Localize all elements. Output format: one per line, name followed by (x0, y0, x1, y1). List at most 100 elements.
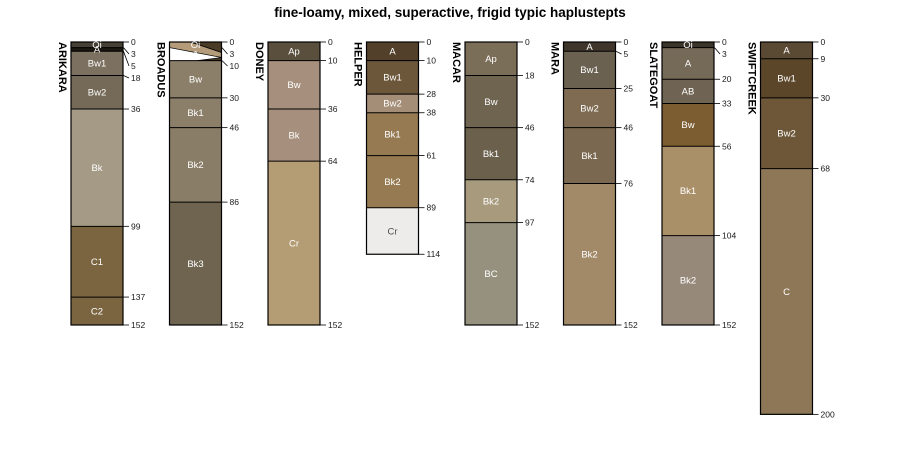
horizon-rect (169, 60, 222, 98)
horizon-rect (662, 42, 714, 48)
depth-tick-line (221, 60, 228, 67)
horizon-label: Bw (189, 75, 202, 86)
horizon-label: Bk1 (384, 129, 400, 140)
depth-tick-label: 74 (525, 175, 535, 185)
horizon-label: A (94, 45, 101, 56)
horizon-rect (760, 97, 813, 169)
depth-tick-label: 0 (722, 37, 727, 47)
horizon-label: Bw (681, 120, 694, 131)
horizon-rect (662, 235, 714, 325)
depth-tick-label: 10 (230, 61, 240, 71)
horizon-rect (169, 97, 222, 128)
horizon-rect (465, 75, 517, 128)
depth-tick-label: 56 (722, 141, 732, 151)
horizon-rect (563, 127, 616, 184)
horizon-rect (71, 75, 123, 110)
horizon-rect (366, 207, 419, 255)
depth-tick-label: 152 (131, 320, 145, 330)
profile-outline (464, 41, 518, 326)
profile-macar: Ap Bw Bk1 Bk2 BC 0 18 46 74 97 152 MACAR (450, 37, 539, 330)
horizon-label: Bw1 (88, 59, 106, 70)
horizon-label: A (192, 49, 199, 60)
horizon-rect (662, 79, 714, 104)
horizon-rect (71, 109, 123, 227)
horizon-rect (760, 42, 813, 59)
horizon-label: Bk3 (187, 259, 203, 270)
horizon-rect (760, 58, 813, 98)
depth-tick-line (123, 75, 130, 79)
depth-tick-label: 0 (427, 37, 432, 47)
profile-outline (365, 41, 420, 255)
depth-tick-label: 86 (230, 197, 240, 207)
depth-tick-label: 25 (624, 84, 634, 94)
horizon-label: Bw1 (777, 74, 795, 85)
profile-helper: A Bw1 Bw2 Bk1 Bk2 Cr 0 10 28 38 61 89 114 HELPER (352, 37, 441, 259)
horizon-label: Bw1 (383, 73, 401, 84)
depth-tick-label: 0 (821, 37, 826, 47)
depth-tick-label: 33 (722, 98, 732, 108)
horizon-label: C1 (91, 257, 103, 268)
profile-slategoat: Oi A AB Bw Bk1 Bk2 0 3 20 33 56 104 152 SLATEGOAT (647, 37, 736, 330)
horizon-label: Bk2 (384, 177, 400, 188)
horizon-label: AB (682, 87, 695, 98)
depth-tick-label: 10 (427, 56, 437, 66)
profile-outline (562, 41, 617, 326)
depth-tick-label: 0 (328, 37, 333, 47)
horizon-label: Cr (289, 238, 299, 249)
depth-tick-line (123, 47, 130, 55)
depth-tick-label: 0 (525, 37, 530, 47)
depth-tick-label: 76 (624, 178, 634, 188)
horizon-rect (366, 60, 419, 95)
horizon-label: Bk2 (483, 196, 499, 207)
horizon-label: Oi (92, 40, 102, 51)
depth-tick-label: 64 (328, 156, 338, 166)
depth-tick-label: 61 (427, 151, 437, 161)
depth-tick-label: 46 (525, 123, 535, 133)
horizon-rect (366, 42, 419, 61)
horizon-rect (71, 51, 123, 76)
profile-outline (267, 41, 321, 326)
horizon-rect (563, 88, 616, 128)
horizon-label: Bw2 (580, 103, 598, 114)
depth-tick-label: 28 (427, 89, 437, 99)
horizon-label: Cr (387, 226, 397, 237)
depth-tick-label: 18 (131, 73, 141, 83)
depth-tick-label: 0 (131, 37, 136, 47)
horizon-rect (465, 127, 517, 180)
profile-name-label: SWIFTCREEK (746, 42, 758, 115)
horizon-label: Bw (287, 80, 300, 91)
depth-tick-line (123, 51, 130, 67)
depth-tick-label: 38 (427, 108, 437, 118)
horizon-rect (71, 47, 123, 52)
horizon-label: Oi (683, 40, 693, 51)
depth-tick-label: 152 (624, 320, 638, 330)
profile-name-label: MACAR (450, 42, 462, 83)
depth-tick-label: 5 (131, 61, 136, 71)
horizon-label: A (389, 47, 396, 58)
depth-tick-label: 152 (328, 320, 342, 330)
horizon-rect (563, 51, 616, 89)
profile-outline (70, 41, 124, 326)
horizon-rect (268, 42, 320, 61)
depth-tick-label: 46 (624, 123, 634, 133)
horizon-label: Ap (288, 47, 300, 58)
depth-tick-line (615, 50, 622, 55)
depth-tick-label: 36 (328, 104, 338, 114)
horizon-label: Bw2 (383, 99, 401, 110)
profile-swiftcreek: A Bw1 Bw2 C 0 9 30 68 200 SWIFTCREEK (746, 37, 835, 419)
depth-tick-label: 5 (624, 49, 629, 59)
depth-tick-label: 104 (722, 231, 736, 241)
profile-broadus: OiA Bw Bk1 Bk2 Bk3 0 3 10 30 46 86 152 BROADUS (155, 37, 244, 330)
horizon-label: Bk1 (581, 151, 597, 162)
horizon-label: Bw (484, 97, 497, 108)
profile-outline (661, 41, 715, 326)
depth-tick-label: 3 (230, 49, 235, 59)
depth-tick-label: 10 (328, 56, 338, 66)
horizon-label: Bk1 (483, 149, 499, 160)
profile-outline (759, 41, 814, 415)
horizon-label: Bk1 (187, 108, 203, 119)
depth-tick-label: 137 (131, 292, 145, 302)
depth-tick-label: 3 (722, 49, 727, 59)
depth-tick-label: 20 (722, 74, 732, 84)
